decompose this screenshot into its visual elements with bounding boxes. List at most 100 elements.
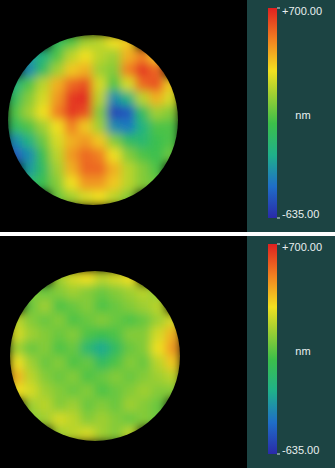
cell <box>149 77 164 92</box>
cell <box>80 313 95 328</box>
cell <box>163 148 178 163</box>
cell <box>22 176 37 191</box>
cell <box>109 299 124 314</box>
cell <box>78 134 93 149</box>
cell <box>64 63 79 78</box>
colorbar <box>268 8 277 218</box>
colorbar-tick <box>277 454 280 455</box>
colorbar <box>268 244 277 454</box>
cell <box>66 370 81 385</box>
cell <box>78 35 93 50</box>
cell <box>80 412 95 427</box>
cell <box>78 77 93 92</box>
cell <box>78 120 93 135</box>
cell <box>64 49 79 64</box>
cell <box>24 299 39 314</box>
cell <box>93 77 108 92</box>
cell <box>93 176 108 191</box>
cell <box>135 91 150 106</box>
cell <box>64 148 79 163</box>
cell <box>123 313 138 328</box>
cell <box>78 105 93 120</box>
cell <box>50 190 65 205</box>
map-panel <box>0 0 247 232</box>
cell <box>93 190 108 205</box>
cell <box>50 148 65 163</box>
cell <box>95 426 110 441</box>
cell <box>149 134 164 149</box>
cell <box>52 341 67 356</box>
cell <box>64 162 79 177</box>
cell <box>137 398 152 413</box>
cell <box>52 426 67 441</box>
cell <box>22 49 37 64</box>
cell <box>95 356 110 371</box>
cell <box>95 313 110 328</box>
cell <box>123 341 138 356</box>
cell <box>66 356 81 371</box>
cell <box>123 426 138 441</box>
cell <box>24 341 39 356</box>
cell <box>121 105 136 120</box>
colorbar-tick <box>277 244 280 245</box>
colorbar-label: -635.00 <box>282 208 319 220</box>
cell <box>22 162 37 177</box>
cell <box>121 35 136 50</box>
cell <box>64 134 79 149</box>
cell <box>121 77 136 92</box>
cell <box>50 105 65 120</box>
cell <box>80 370 95 385</box>
cell <box>151 356 166 371</box>
cell <box>10 313 25 328</box>
cell <box>38 313 53 328</box>
cell <box>135 77 150 92</box>
cell <box>151 285 166 300</box>
cell <box>8 91 23 106</box>
cell <box>36 105 51 120</box>
cell <box>66 327 81 342</box>
cell <box>50 162 65 177</box>
cell <box>137 299 152 314</box>
cell <box>165 327 180 342</box>
cell <box>151 327 166 342</box>
cell <box>123 356 138 371</box>
cell <box>64 91 79 106</box>
cell <box>165 384 180 399</box>
cell <box>109 285 124 300</box>
cell <box>95 341 110 356</box>
cell <box>149 148 164 163</box>
surface-map: +700.00-635.00nm <box>0 236 335 468</box>
cell <box>121 49 136 64</box>
cell <box>109 341 124 356</box>
cell <box>163 105 178 120</box>
cell <box>135 176 150 191</box>
cell <box>78 162 93 177</box>
cell <box>163 91 178 106</box>
cell <box>135 105 150 120</box>
cell <box>137 356 152 371</box>
cell <box>52 299 67 314</box>
cell <box>24 384 39 399</box>
cell <box>149 105 164 120</box>
cell <box>109 327 124 342</box>
colorbar-panel <box>247 0 335 232</box>
cell <box>66 384 81 399</box>
cell <box>24 412 39 427</box>
cell <box>163 77 178 92</box>
cell <box>107 49 122 64</box>
cell <box>123 398 138 413</box>
cell <box>24 285 39 300</box>
cell <box>109 313 124 328</box>
cell <box>52 313 67 328</box>
cell <box>36 49 51 64</box>
cell <box>107 190 122 205</box>
cell <box>8 134 23 149</box>
cell <box>151 398 166 413</box>
cell <box>165 356 180 371</box>
cell <box>109 384 124 399</box>
cell <box>52 285 67 300</box>
cell <box>52 356 67 371</box>
colorbar-label: -635.00 <box>282 444 319 456</box>
cell <box>149 120 164 135</box>
cell <box>22 134 37 149</box>
